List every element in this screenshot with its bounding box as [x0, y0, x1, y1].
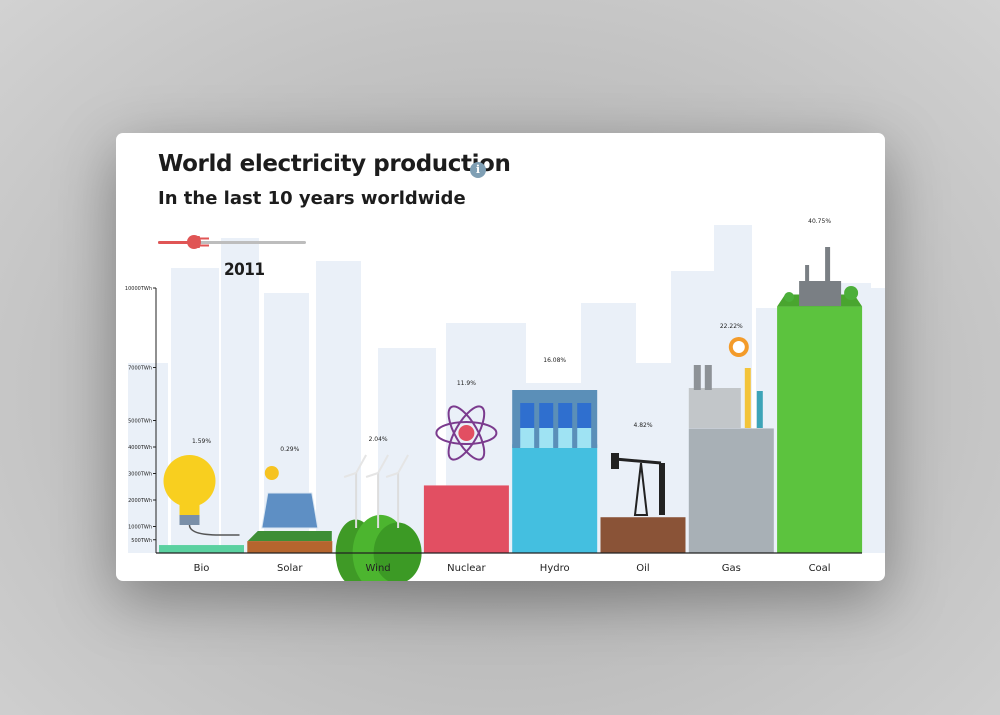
- bar-solar: [247, 541, 333, 553]
- y-tick-label: 5000TWh: [128, 419, 152, 425]
- y-tick-label: 1000TWh: [128, 525, 152, 531]
- oil-derrick-icon: [633, 462, 649, 516]
- atom-icon: [458, 425, 475, 441]
- oil-pump-rod: [659, 463, 665, 515]
- solar-ground: [247, 531, 332, 541]
- category-label: Hydro: [540, 563, 570, 574]
- bar-coal: [777, 306, 863, 553]
- gas-building: [688, 388, 741, 428]
- percent-label: 4.82%: [633, 422, 652, 429]
- tree-icon: [844, 286, 859, 300]
- chart-subtitle: In the last 10 years worldwide: [158, 188, 466, 209]
- illustrations-group: [163, 247, 859, 541]
- labels-group: Bio Solar Wind Nuclear Hydro Oil Gas Coal 1.59% 0…: [192, 218, 831, 574]
- percent-label: 40.75%: [808, 218, 831, 225]
- percent-label: 16.08%: [543, 357, 566, 364]
- year-slider-fill: [158, 241, 188, 244]
- bar-nuclear: [423, 485, 509, 553]
- bar-gas: [688, 428, 774, 553]
- y-tick-label: 2000TWh: [128, 498, 152, 504]
- lightbulb-icon: [163, 455, 216, 507]
- skyline-building: [128, 363, 168, 553]
- lightbulb-base: [179, 515, 200, 525]
- sun-icon: [264, 466, 279, 480]
- atom-orbit: [447, 405, 486, 461]
- axes-group: 500TWh 1000TWh 2000TWh 3000TWh 4000TWh 5000TW…: [125, 286, 862, 554]
- bar-bio: [159, 545, 244, 553]
- category-label: Gas: [722, 563, 741, 574]
- category-label: Bio: [194, 563, 210, 574]
- gas-chimney: [704, 365, 712, 390]
- percent-label: 22.22%: [720, 323, 743, 330]
- oil-pump-beam: [614, 457, 662, 465]
- lightbulb-cable: [188, 524, 240, 536]
- hydro-water: [558, 428, 573, 448]
- bar-hydro: [512, 444, 598, 553]
- bar-oil: [600, 517, 686, 553]
- skyline-building: [861, 288, 885, 553]
- wind-turbine-blade: [355, 454, 367, 474]
- percent-label: 11.9%: [457, 380, 476, 387]
- skyline-building: [221, 238, 259, 553]
- solar-panel-icon: [261, 492, 319, 529]
- factory-chimney: [825, 247, 831, 283]
- info-icon[interactable]: i: [470, 162, 486, 178]
- hydro-water: [577, 428, 592, 448]
- hydro-water: [520, 428, 535, 448]
- y-tick-label: 500TWh: [131, 538, 152, 544]
- plug-icon[interactable]: [178, 233, 212, 251]
- category-label: Solar: [277, 563, 303, 574]
- tree-icon: [784, 292, 795, 302]
- y-tick-label: 3000TWh: [128, 472, 152, 478]
- atom-orbit: [435, 421, 498, 445]
- category-label: Wind: [366, 563, 391, 574]
- category-label: Oil: [636, 563, 649, 574]
- y-tick-label: 4000TWh: [128, 445, 152, 451]
- atom-orbit: [447, 405, 486, 461]
- gas-pipe: [756, 391, 763, 428]
- gauge-face: [732, 341, 745, 353]
- year-label: 2011: [224, 260, 265, 280]
- lightbulb-neck: [179, 503, 200, 517]
- factory-icon: [799, 281, 842, 306]
- percent-label: 2.04%: [369, 436, 388, 443]
- wind-turbine-blade: [377, 454, 389, 474]
- y-tick-label: 7000TWh: [128, 366, 152, 372]
- wind-turbine-blade: [365, 472, 379, 478]
- chart-svg: 500TWh 1000TWh 2000TWh 3000TWh 4000TWh 5000TW…: [125, 218, 885, 581]
- bar-wind-hill: [373, 522, 422, 581]
- chart-title: World electricity production: [158, 151, 511, 177]
- category-label: Coal: [809, 563, 831, 574]
- wind-turbine-blade: [385, 472, 399, 478]
- percent-label: 0.29%: [280, 446, 299, 453]
- gas-pipe: [744, 368, 751, 428]
- y-tick-label: 10000TWh: [125, 286, 152, 292]
- chart-card: World electricity production i In the la…: [116, 133, 885, 581]
- year-slider-track[interactable]: [158, 241, 306, 244]
- bars-group: [159, 294, 863, 581]
- wind-turbine-blade: [397, 454, 409, 474]
- oil-pump-head: [611, 453, 619, 469]
- factory-chimney: [805, 265, 810, 283]
- wind-turbine-blade: [343, 472, 357, 478]
- skyline-building: [316, 261, 361, 553]
- hydro-water: [539, 428, 554, 448]
- percent-label: 1.59%: [192, 438, 211, 445]
- gas-chimney: [693, 365, 701, 390]
- category-label: Nuclear: [447, 563, 486, 574]
